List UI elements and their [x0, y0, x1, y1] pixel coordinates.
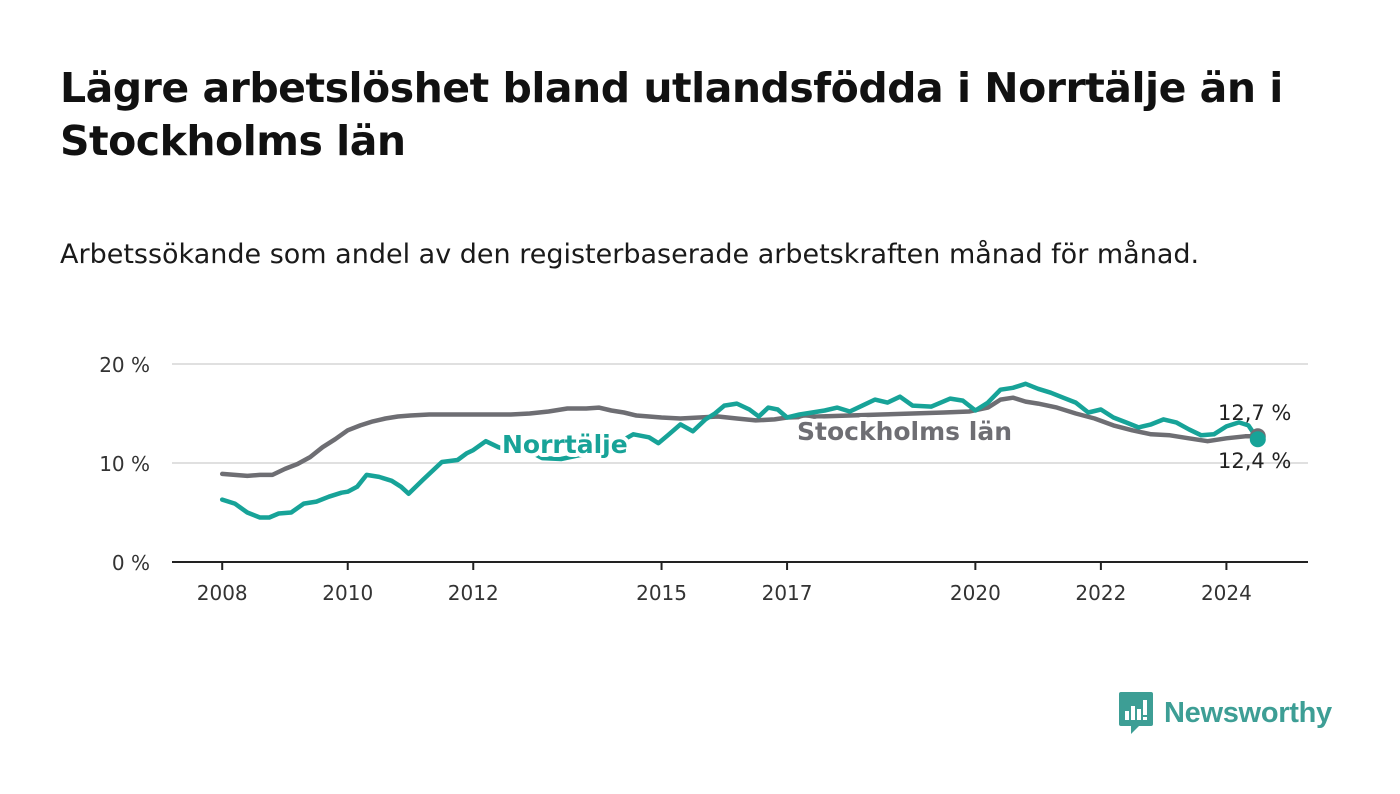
x-tick-label: 2024: [1201, 581, 1252, 605]
x-tick-label: 2020: [950, 581, 1001, 605]
end-label-norrtalje: 12,4 %: [1218, 449, 1291, 473]
series-label-norrtalje: Norrtälje: [502, 430, 628, 459]
chart-subtitle: Arbetssökande som andel av den registerb…: [60, 239, 1200, 270]
series-label-stockholm: Stockholms län: [797, 417, 1012, 446]
series-lines: [219, 381, 1266, 520]
y-tick-label: 20 %: [99, 353, 150, 377]
x-tick-label: 2022: [1075, 581, 1126, 605]
end-point-norrtalje: [1249, 431, 1266, 448]
x-tick-label: 2017: [762, 581, 813, 605]
y-tick-label: 0 %: [112, 551, 150, 575]
y-tick-label: 10 %: [99, 452, 150, 476]
gridlines: [172, 363, 1308, 464]
y-axis-ticks: 0 % 10 % 20 %: [99, 353, 150, 575]
x-tick-label: 2008: [197, 581, 248, 605]
brand-name: Newsworthy: [1164, 696, 1332, 729]
bar-chart-bubble-icon: [1119, 692, 1153, 734]
x-tick-label: 2015: [636, 581, 687, 605]
x-tick-label: 2012: [448, 581, 499, 605]
series-line-stockholm: [219, 395, 1261, 479]
chart-title: Lägre arbetslöshet bland utlandsfödda i …: [60, 64, 1283, 165]
series-line-norrtalje: [219, 381, 1261, 520]
newsworthy-logo: Newsworthy: [1118, 690, 1332, 736]
end-label-stockholm: 12,7 %: [1218, 401, 1291, 425]
x-axis: 2008 2010 2012 2015 2017 2020 2022 2024: [172, 561, 1308, 605]
series-labels: Norrtälje Stockholms län 12,7 % 12,4 %: [498, 401, 1291, 473]
x-tick-label: 2010: [322, 581, 373, 605]
